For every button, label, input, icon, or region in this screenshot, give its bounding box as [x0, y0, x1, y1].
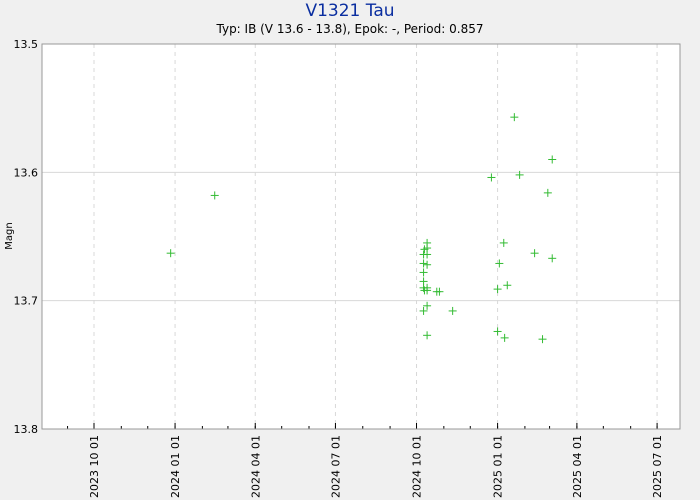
- data-point: [510, 113, 519, 122]
- data-point: [487, 173, 496, 182]
- data-point: [423, 286, 432, 295]
- y-tick-label: 13.8: [14, 423, 39, 436]
- grid-lines: [42, 43, 680, 430]
- plot-border: [41, 43, 681, 430]
- y-axis-label: Magn: [4, 222, 15, 249]
- y-tick-label: 13.5: [14, 38, 39, 51]
- data-point: [493, 327, 502, 336]
- x-tick-label: 2024 07 01: [329, 435, 342, 498]
- x-tick-label: 2025 04 01: [571, 435, 584, 498]
- data-point: [548, 155, 557, 164]
- data-point: [448, 306, 457, 315]
- data-point: [543, 188, 552, 197]
- x-tick-label: 2024 10 01: [411, 435, 424, 498]
- chart-subtitle: Typ: IB (V 13.6 - 13.8), Epok: -, Period…: [216, 22, 484, 36]
- data-point: [495, 259, 504, 268]
- data-point: [419, 306, 428, 315]
- data-point: [493, 285, 502, 294]
- plot-area: [42, 44, 680, 429]
- data-point: [210, 191, 219, 200]
- data-point: [503, 281, 512, 290]
- data-point: [530, 249, 539, 258]
- x-tick-label: 2025 07 01: [651, 435, 664, 498]
- data-point: [548, 254, 557, 263]
- y-tick-label: 13.7: [14, 295, 39, 308]
- x-tick-label: 2025 01 01: [492, 435, 505, 498]
- data-point: [538, 335, 547, 344]
- data-point: [419, 268, 428, 277]
- chart-title: V1321 Tau: [305, 1, 395, 21]
- data-point: [419, 259, 428, 268]
- data-point: [423, 260, 432, 269]
- data-point: [423, 301, 432, 310]
- axes: 13.5 13.6 13.7 13.8 2023 10 01 2024 01 01 2024…: [14, 38, 681, 498]
- x-tick-label: 2024 04 01: [249, 435, 262, 498]
- x-tick-label: 2023 10 01: [88, 435, 101, 498]
- data-point: [423, 250, 432, 259]
- data-point: [515, 170, 524, 179]
- data-point: [499, 238, 508, 247]
- y-tick-label: 13.6: [14, 166, 39, 179]
- data-point: [500, 333, 509, 342]
- data-point: [435, 287, 444, 296]
- data-point: [423, 331, 432, 340]
- data-points: [166, 113, 557, 344]
- data-point: [166, 249, 175, 258]
- x-tick-label: 2024 01 01: [169, 435, 182, 498]
